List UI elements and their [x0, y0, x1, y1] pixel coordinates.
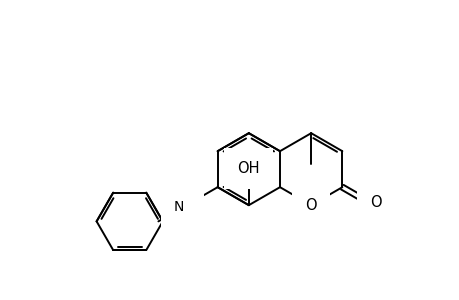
Text: O: O — [305, 198, 316, 213]
Text: H: H — [180, 190, 190, 204]
Text: N: N — [174, 200, 184, 214]
Text: OH: OH — [237, 161, 259, 176]
Text: O: O — [369, 195, 381, 210]
